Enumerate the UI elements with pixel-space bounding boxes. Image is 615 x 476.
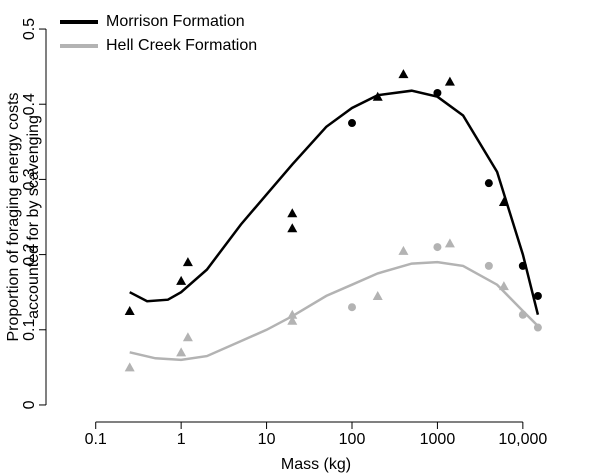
y-axis-label-line: Proportion of foraging energy costs [5,92,22,341]
data-point [444,238,455,248]
legend-label: Morrison Formation [106,13,245,30]
y-axis-label: Proportion of foraging energy costs acco… [5,92,42,341]
y-tick-label: 0 [21,400,38,409]
fit-curve [129,260,539,362]
data-point [176,275,187,285]
data-point [287,315,298,325]
data-point [518,261,527,270]
data-point [498,196,509,206]
fit-curve [129,89,540,316]
x-tick-label: 0.1 [85,431,107,448]
data-point [372,91,383,101]
data-point [533,291,542,300]
data-point [533,323,542,332]
data-point [347,303,356,312]
x-axis-label: Mass (kg) [281,456,351,473]
x-tick-label: 10,000 [498,431,547,448]
data-point [124,362,135,372]
data-point [518,310,527,319]
data-point [347,119,356,128]
x-tick-label: 10 [258,431,276,448]
y-tick-label: 0.2 [21,243,38,265]
data-point [182,257,193,267]
y-tick-label: 0.4 [21,93,38,115]
y-tick-label: 0.3 [21,168,38,190]
data-point [398,245,409,255]
data-point [176,347,187,357]
data-point [124,305,135,315]
data-point [398,69,409,79]
data-point [498,281,509,291]
y-axis-label-line: accounted for by scavenging [25,115,42,319]
data-point [287,223,298,233]
data-point [372,290,383,300]
data-point [433,88,442,97]
data-point [484,261,493,270]
y-tick-label: 0.1 [21,319,38,341]
data-point [484,179,493,188]
data-point [444,76,455,86]
data-point [433,243,442,252]
data-point [182,332,193,342]
legend-label: Hell Creek Formation [106,37,257,54]
y-tick-label: 0.5 [21,18,38,40]
x-tick-label: 100 [339,431,366,448]
x-tick-label: 1 [177,431,186,448]
data-point [287,208,298,218]
data-point [287,309,298,319]
x-tick-label: 1000 [420,431,456,448]
